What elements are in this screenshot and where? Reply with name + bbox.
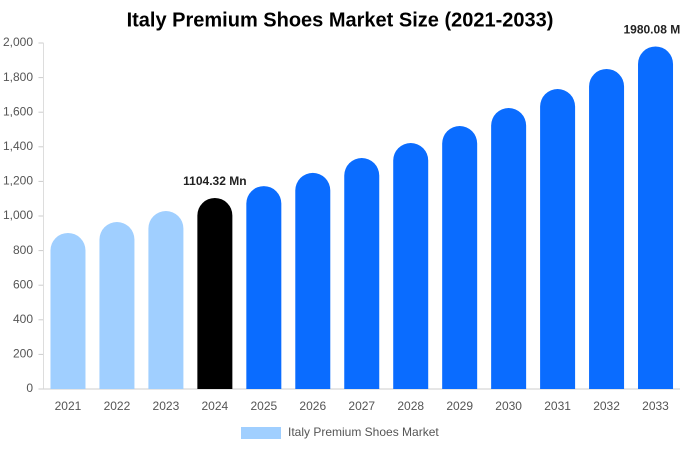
y-tick-label: 800 — [13, 243, 33, 257]
y-tick-label: 1,000 — [3, 208, 33, 222]
x-tick-label: 2032 — [593, 399, 620, 413]
chart-title: Italy Premium Shoes Market Size (2021-20… — [127, 9, 554, 31]
legend-swatch — [241, 427, 281, 439]
value-label: 1104.32 Mn — [183, 174, 246, 188]
x-tick-label: 2030 — [495, 399, 522, 413]
bar — [246, 186, 282, 389]
x-tick-label: 2025 — [250, 399, 277, 413]
y-tick-label: 2,000 — [3, 35, 33, 49]
x-tick-label: 2027 — [348, 399, 375, 413]
y-tick-label: 600 — [13, 277, 33, 291]
x-tick-label: 2021 — [55, 399, 82, 413]
y-tick-label: 400 — [13, 312, 33, 326]
y-tick-label: 1,200 — [3, 174, 33, 188]
bar — [540, 89, 576, 389]
bar — [589, 68, 625, 389]
x-tick-label: 2028 — [397, 399, 424, 413]
bar — [99, 222, 135, 389]
y-tick-label: 0 — [26, 381, 33, 395]
bar — [491, 108, 527, 390]
bar — [50, 232, 86, 389]
legend-label: Italy Premium Shoes Market — [288, 425, 439, 439]
x-tick-label: 2022 — [104, 399, 131, 413]
bar — [148, 210, 184, 389]
x-tick-label: 2031 — [544, 399, 571, 413]
y-tick-label: 1,600 — [3, 104, 33, 118]
y-tick-label: 200 — [13, 347, 33, 361]
bar — [442, 126, 478, 389]
x-tick-label: 2023 — [153, 399, 180, 413]
bar — [638, 46, 674, 389]
x-tick-label: 2024 — [202, 399, 229, 413]
bar — [393, 142, 429, 389]
x-tick-label: 2026 — [299, 399, 326, 413]
y-tick-label: 1,400 — [3, 139, 33, 153]
bar — [295, 172, 331, 389]
y-tick-label: 1,800 — [3, 70, 33, 84]
bar — [344, 158, 380, 389]
x-tick-label: 2033 — [642, 399, 669, 413]
bar — [197, 197, 233, 389]
x-tick-label: 2029 — [446, 399, 473, 413]
value-label: 1980.08 Mn — [623, 23, 680, 37]
